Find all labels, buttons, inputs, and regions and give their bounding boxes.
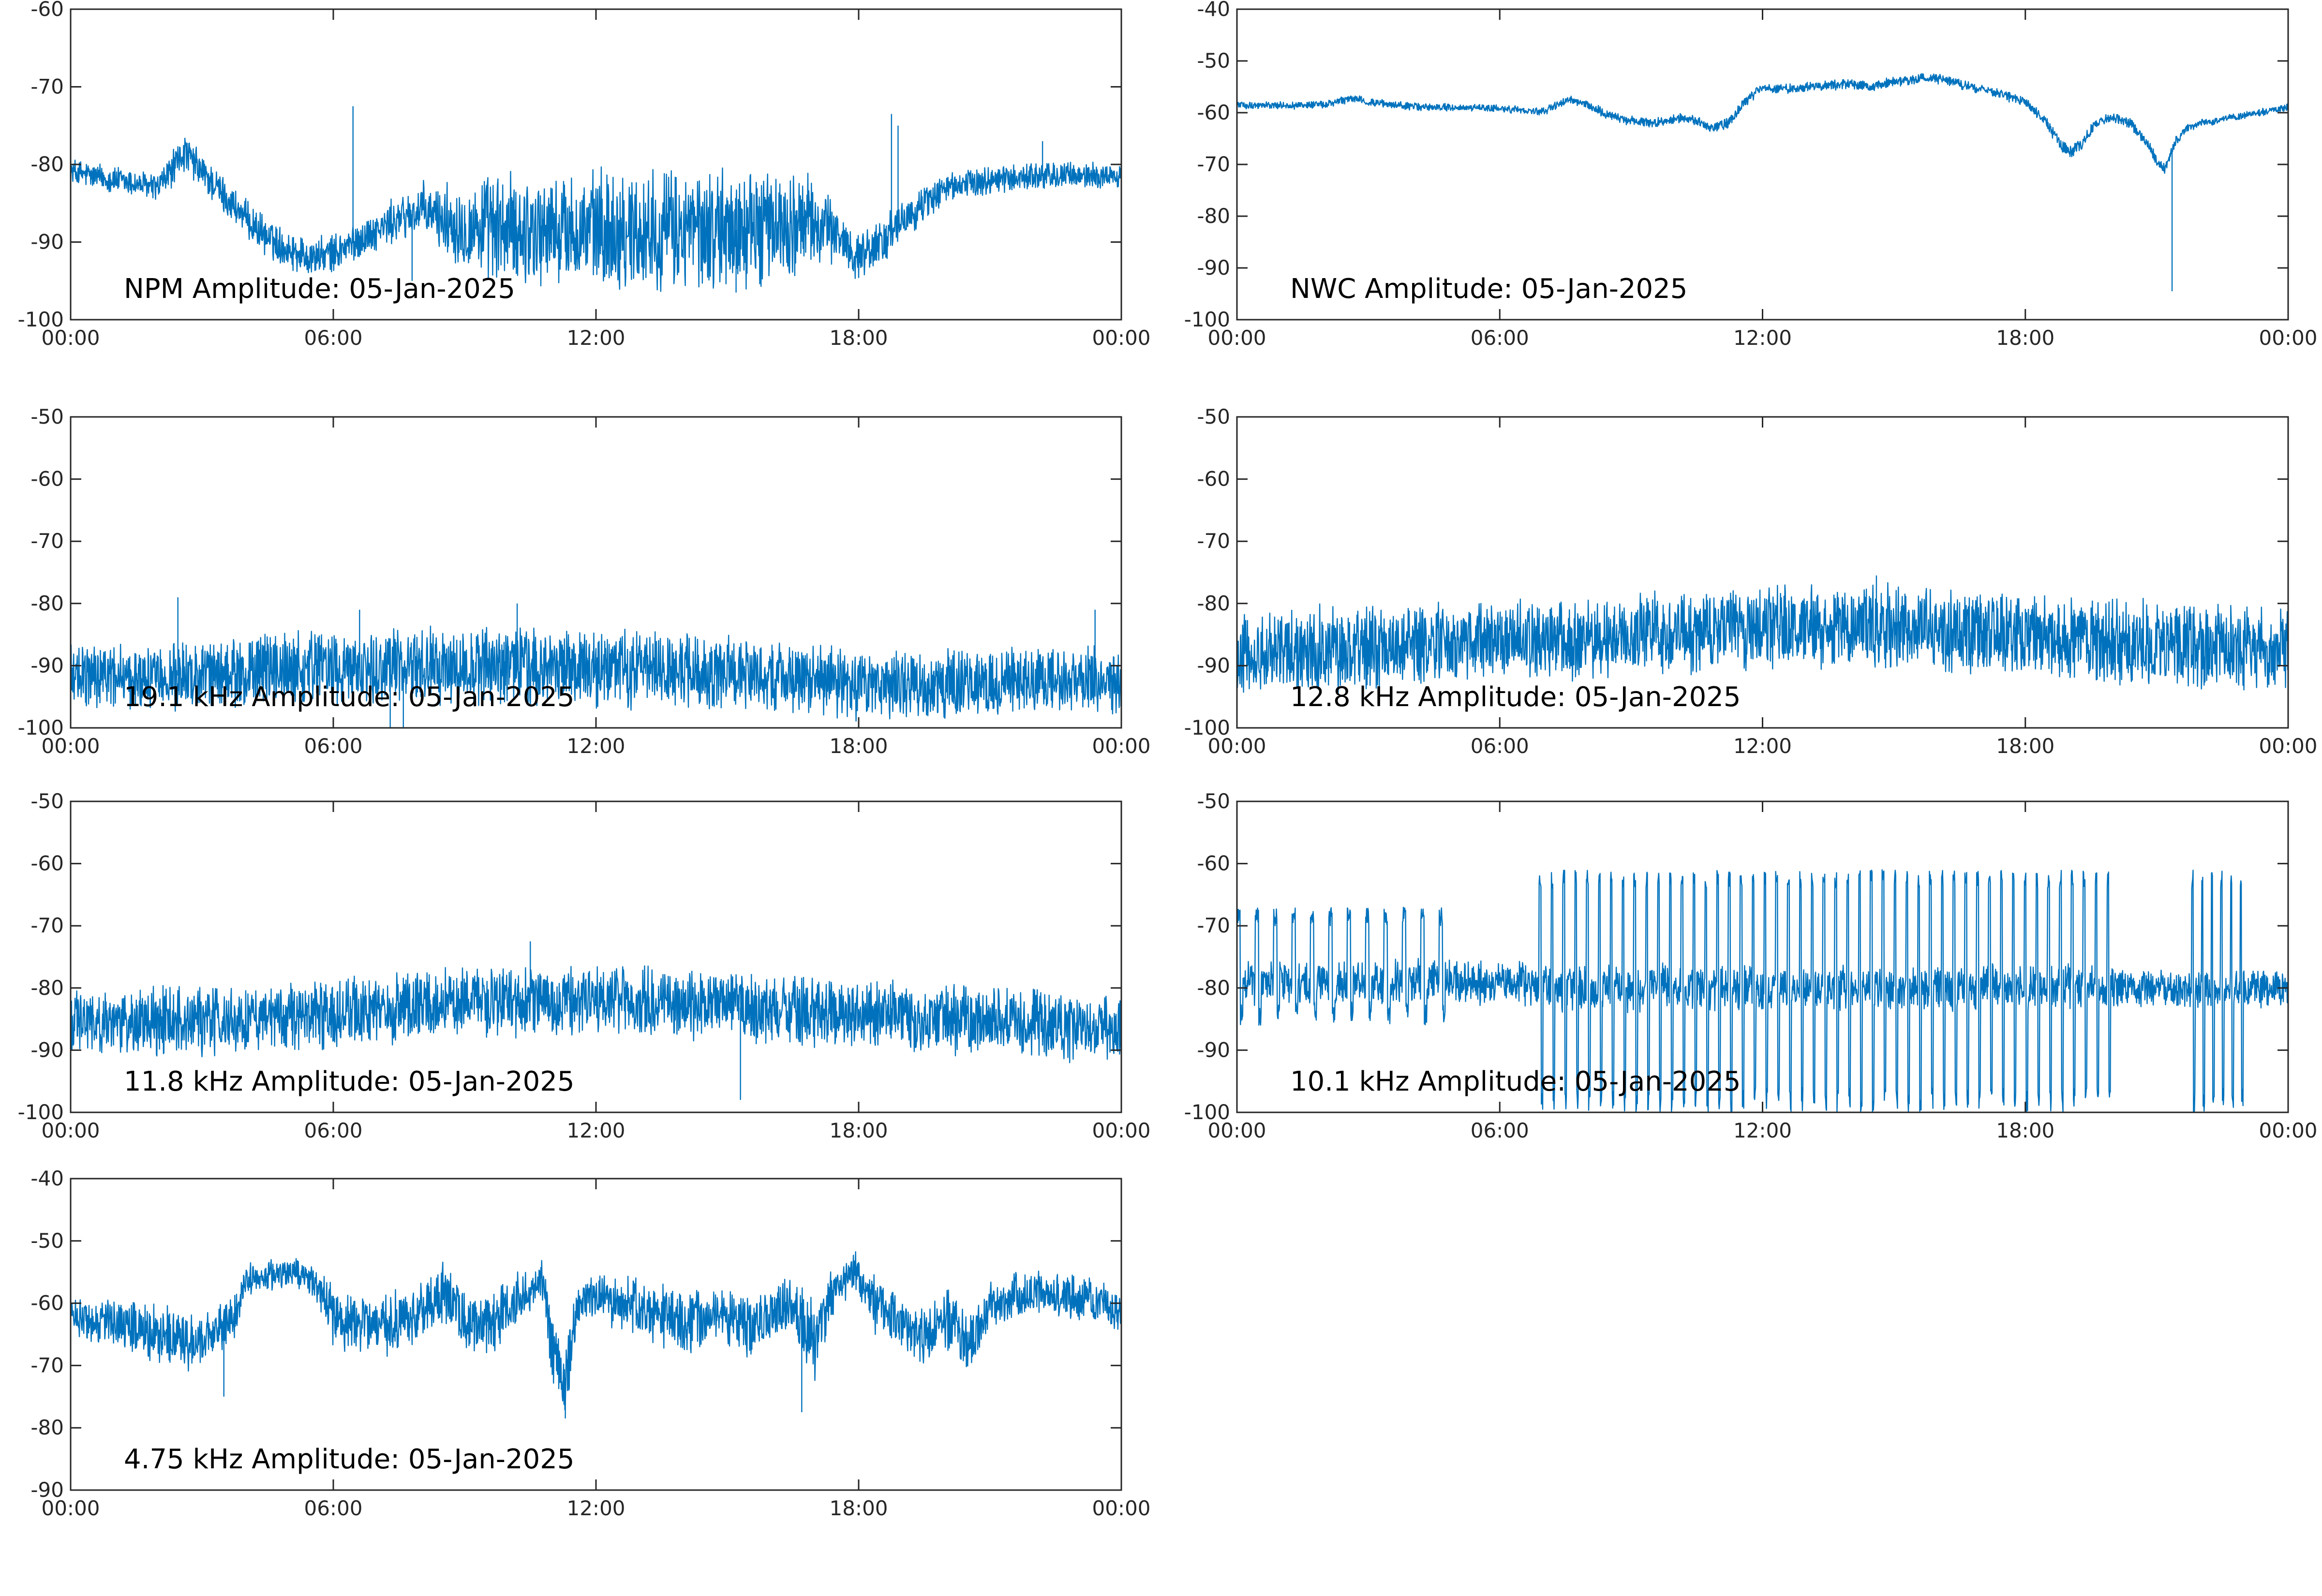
x-tick-label: 00:00 — [41, 326, 100, 350]
y-tick-label: -50 — [30, 405, 64, 429]
y-tick-label: -100 — [18, 308, 64, 331]
panel-npm: 00:00 06:00 12:00 18:00 00:00 -60 -70 -80 -90 -10… — [18, 0, 1151, 350]
x-tick-label: 00:00 — [2259, 1119, 2317, 1142]
y-tick-label: -100 — [1184, 1100, 1230, 1124]
y-tick-label: -40 — [30, 1167, 64, 1190]
panel-nwc: 00:00 06:00 12:00 18:00 00:00 -40 -50 -60 -70 -80… — [1184, 0, 2318, 350]
x-tick-label: 00:00 — [2259, 326, 2317, 350]
y-tick-label: -60 — [30, 0, 64, 21]
y-tick-label: -100 — [1184, 308, 1230, 331]
panel-title: NPM Amplitude: 05-Jan-2025 — [124, 273, 515, 305]
y-tick-label: -50 — [1197, 405, 1230, 429]
x-tick-label: 06:00 — [1471, 1119, 1529, 1142]
panel-title: NWC Amplitude: 05-Jan-2025 — [1290, 273, 1687, 305]
x-tick-label: 00:00 — [1092, 326, 1150, 350]
y-tick-label: -90 — [30, 1038, 64, 1062]
y-tick-label: -60 — [1197, 101, 1230, 124]
y-tick-label: -90 — [30, 653, 64, 677]
x-tick-label: 00:00 — [1092, 1496, 1150, 1520]
y-tick-label: -70 — [1197, 914, 1230, 937]
y-tick-label: -70 — [30, 75, 64, 99]
y-tick-label: -50 — [1197, 49, 1230, 73]
y-tick-label: -50 — [1197, 789, 1230, 813]
panel-title: 4.75 kHz Amplitude: 05-Jan-2025 — [124, 1444, 575, 1475]
panel-title: 10.1 kHz Amplitude: 05-Jan-2025 — [1290, 1066, 1741, 1097]
y-tick-label: -70 — [1197, 529, 1230, 553]
amplitude-trace — [71, 137, 1121, 292]
x-tick-label: 06:00 — [1471, 734, 1529, 758]
y-tick-label: -60 — [30, 1291, 64, 1315]
x-tick-label: 18:00 — [829, 1496, 888, 1520]
y-tick-label: -80 — [30, 1416, 64, 1439]
y-tick-label: -100 — [18, 716, 64, 739]
panel-12-8-khz: 00:00 06:00 12:00 18:00 00:00 -50 -60 -70 -80 -90… — [1184, 405, 2318, 758]
x-tick-label: 00:00 — [1092, 734, 1150, 758]
x-tick-label: 06:00 — [1471, 326, 1529, 350]
y-tick-label: -90 — [30, 230, 64, 254]
x-tick-label: 12:00 — [1733, 734, 1792, 758]
x-tick-label: 12:00 — [566, 734, 625, 758]
x-tick-label: 18:00 — [1996, 326, 2054, 350]
y-tick-label: -80 — [30, 591, 64, 615]
x-tick-label: 00:00 — [1207, 1119, 1266, 1142]
amplitude-trace — [71, 965, 1121, 1064]
y-tick-label: -60 — [1197, 852, 1230, 875]
y-tick-label: -70 — [30, 529, 64, 553]
amplitude-trace — [1237, 869, 2288, 1112]
x-tick-label: 18:00 — [1996, 1119, 2054, 1142]
x-tick-label: 00:00 — [41, 734, 100, 758]
y-tick-label: -100 — [18, 1100, 64, 1124]
x-tick-label: 00:00 — [41, 1496, 100, 1520]
x-tick-label: 12:00 — [566, 1496, 625, 1520]
y-tick-label: -40 — [1197, 0, 1230, 21]
x-tick-label: 06:00 — [304, 326, 362, 350]
x-tick-label: 12:00 — [566, 326, 625, 350]
amplitude-trace — [71, 1251, 1121, 1411]
x-tick-label: 18:00 — [829, 326, 888, 350]
panel-19-1-khz: 00:00 06:00 12:00 18:00 00:00 -50 -60 -70 -80 -90… — [18, 405, 1151, 758]
y-tick-label: -50 — [30, 789, 64, 813]
x-tick-label: 18:00 — [829, 734, 888, 758]
x-tick-label: 00:00 — [1207, 734, 1266, 758]
y-tick-label: -50 — [30, 1229, 64, 1253]
y-tick-label: -90 — [1197, 1038, 1230, 1062]
amplitude-trace — [1237, 73, 2288, 174]
x-tick-label: 00:00 — [41, 1119, 100, 1142]
x-tick-label: 00:00 — [2259, 734, 2317, 758]
y-tick-label: -70 — [1197, 152, 1230, 176]
x-tick-label: 12:00 — [1733, 326, 1792, 350]
x-tick-label: 00:00 — [1092, 1119, 1150, 1142]
y-tick-label: -70 — [30, 1353, 64, 1377]
x-tick-label: 18:00 — [1996, 734, 2054, 758]
y-tick-label: -70 — [30, 914, 64, 937]
x-tick-label: 06:00 — [304, 1496, 362, 1520]
panel-10-1-khz: 00:00 06:00 12:00 18:00 00:00 -50 -60 -70 -80 -90… — [1184, 789, 2318, 1142]
panel-4-75-khz: 00:00 06:00 12:00 18:00 00:00 -40 -50 -60 -70 -80… — [30, 1167, 1150, 1520]
amplitude-trace — [1237, 582, 2288, 693]
panel-title: 12.8 kHz Amplitude: 05-Jan-2025 — [1290, 681, 1741, 713]
x-tick-label: 12:00 — [1733, 1119, 1792, 1142]
y-tick-label: -60 — [1197, 467, 1230, 491]
panel-title: 19.1 kHz Amplitude: 05-Jan-2025 — [124, 681, 575, 713]
panel-11-8-khz: 00:00 06:00 12:00 18:00 00:00 -50 -60 -70 -80 -90… — [18, 789, 1151, 1142]
y-tick-label: -100 — [1184, 716, 1230, 739]
x-tick-label: 12:00 — [566, 1119, 625, 1142]
x-tick-label: 18:00 — [829, 1119, 888, 1142]
y-tick-label: -80 — [1197, 204, 1230, 228]
y-tick-label: -90 — [1197, 653, 1230, 677]
x-tick-label: 06:00 — [304, 1119, 362, 1142]
x-tick-label: 00:00 — [1207, 326, 1266, 350]
y-tick-label: -60 — [30, 852, 64, 875]
panel-title: 11.8 kHz Amplitude: 05-Jan-2025 — [124, 1066, 575, 1097]
y-tick-label: -80 — [1197, 591, 1230, 615]
y-tick-label: -80 — [30, 152, 64, 176]
amplitude-trace — [71, 625, 1121, 722]
y-tick-label: -60 — [30, 467, 64, 491]
y-tick-label: -80 — [30, 976, 64, 1000]
x-tick-label: 06:00 — [304, 734, 362, 758]
y-tick-label: -90 — [1197, 256, 1230, 280]
y-tick-label: -90 — [30, 1478, 64, 1502]
y-tick-label: -80 — [1197, 976, 1230, 1000]
